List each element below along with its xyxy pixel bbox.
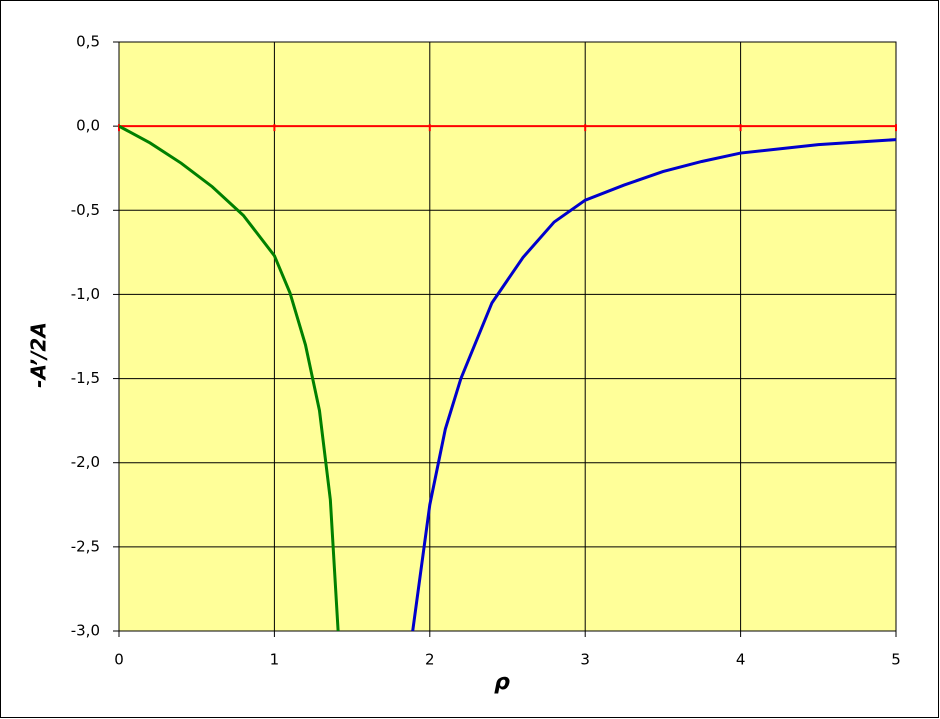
y-tick-label: -3,0 [71, 622, 100, 640]
y-tick-label: -0,5 [71, 201, 100, 219]
y-tick-label: -2,0 [71, 453, 100, 471]
series-line [119, 124, 340, 631]
plot-area [119, 42, 896, 631]
x-tick-label: 2 [425, 651, 435, 669]
x-tick-label: 4 [736, 651, 746, 669]
x-tick-label: 5 [891, 651, 901, 669]
y-tick-label: -1,0 [71, 285, 100, 303]
y-tick-label: 0,5 [76, 33, 100, 51]
x-axis-label: ρ [494, 670, 510, 695]
x-tick-label: 1 [270, 651, 280, 669]
x-tick-label: 3 [580, 651, 590, 669]
plot-border [118, 41, 897, 632]
x-tick-label: 0 [114, 651, 124, 669]
y-axis-label: -A’/2A [27, 322, 51, 388]
series-line [411, 138, 896, 631]
y-tick-label: -2,5 [71, 537, 100, 555]
y-tick-label: 0,0 [76, 117, 100, 135]
y-tick-label: -1,5 [71, 369, 100, 387]
